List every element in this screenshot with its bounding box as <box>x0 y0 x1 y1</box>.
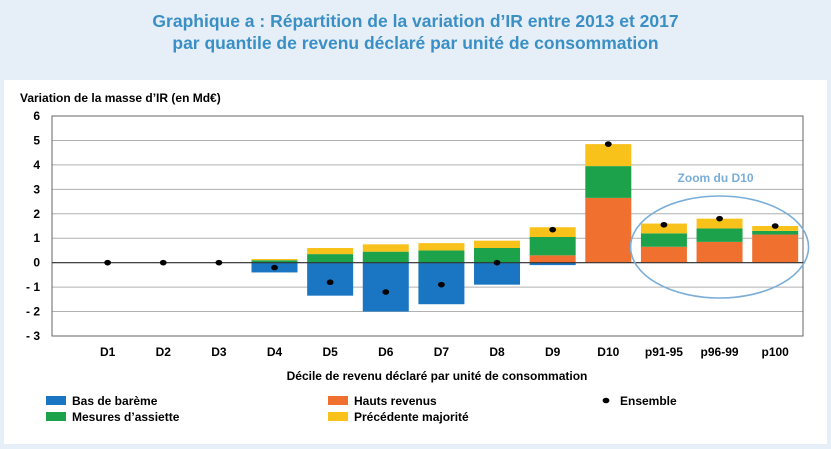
x-tick-label: D8 <box>489 345 505 359</box>
bar-bas_de_bareme-D5 <box>307 262 354 296</box>
legend-swatch-mesures_assiette <box>46 412 66 421</box>
x-tick-label: p91-95 <box>645 345 683 359</box>
bar-mesures_assiette-D10 <box>585 166 632 198</box>
ensemble-dot <box>438 281 445 288</box>
ensemble-dot <box>104 259 112 266</box>
ensemble-dot <box>549 226 557 233</box>
y-ticks: 6 5 4 3 2 1 0 - 1 - 2 - 3 <box>26 109 40 343</box>
grid-lines <box>51 115 804 337</box>
chart-svg: Variation de la masse d’IR (en Md€) 6 5 4 3… <box>20 91 810 424</box>
bar-hauts_revenus-p96-99 <box>696 241 743 263</box>
bar-hauts_revenus-D10 <box>585 197 632 263</box>
x-tick-label: D4 <box>267 345 283 359</box>
x-tick-label: D3 <box>211 345 227 359</box>
bar-hauts_revenus-p91-95 <box>640 246 687 263</box>
ensemble-dot <box>716 215 723 222</box>
x-tick-label: p100 <box>762 345 790 359</box>
y-tick-label: 2 <box>33 207 40 221</box>
x-tick-label: D6 <box>378 345 394 359</box>
y-axis-label: Variation de la masse d’IR (en Md€) <box>20 91 221 105</box>
bar-mesures_assiette-p91-95 <box>640 233 687 247</box>
x-tick-label: D5 <box>322 345 338 359</box>
x-tick-label: D7 <box>434 345 450 359</box>
x-tick-label: D1 <box>100 345 116 359</box>
bar-bas_de_bareme-D8 <box>474 262 521 285</box>
legend-swatch-hauts_revenus <box>328 396 348 405</box>
x-axis-label: Décile de revenu déclaré par unité de co… <box>287 369 588 383</box>
y-tick-label: - 1 <box>26 280 40 294</box>
legend-label-hauts_revenus: Hauts revenus <box>354 394 437 408</box>
bar-bas_de_bareme-D6 <box>362 262 409 312</box>
bars <box>251 144 799 312</box>
legend-swatch-bas_de_bareme <box>46 396 66 405</box>
legend-label-bas_de_bareme: Bas de barème <box>72 394 158 408</box>
bar-precedente_majorite-D8 <box>474 240 521 248</box>
y-tick-label: 6 <box>33 109 40 123</box>
y-tick-label: 5 <box>33 133 40 147</box>
x-tick-label: D9 <box>545 345 561 359</box>
y-tick-label: 4 <box>33 158 40 172</box>
bar-mesures_assiette-D9 <box>529 237 576 256</box>
x-tick-label: D10 <box>597 345 619 359</box>
legend-swatch-precedente_majorite <box>328 412 348 421</box>
ensemble-dot <box>271 264 278 271</box>
bar-mesures_assiette-D5 <box>307 254 354 263</box>
ensemble-dot <box>215 259 223 266</box>
y-tick-label: 0 <box>33 256 40 270</box>
chart-title-line1: Graphique a : Répartition de la variatio… <box>152 11 679 31</box>
legend-label-ensemble: Ensemble <box>620 394 677 408</box>
ensemble-dot <box>493 259 501 266</box>
ensemble-dot <box>382 289 390 295</box>
bar-hauts_revenus-p100 <box>752 234 799 263</box>
ensemble-dot <box>660 221 668 228</box>
legend-swatch-ensemble <box>602 397 610 404</box>
plot-border <box>51 115 804 337</box>
x-tick-label: D2 <box>156 345 172 359</box>
x-tick-label: p96-99 <box>701 345 739 359</box>
bar-precedente_majorite-D5 <box>307 248 354 255</box>
zoom-ellipse <box>629 195 810 299</box>
bar-precedente_majorite-D7 <box>418 243 465 251</box>
ensemble-dot <box>771 223 779 229</box>
zoom-annotation: Zoom du D10 <box>629 171 810 299</box>
bar-mesures_assiette-D6 <box>362 251 409 263</box>
legend-label-precedente_majorite: Précédente majorité <box>354 410 469 424</box>
bar-mesures_assiette-p100 <box>752 230 799 235</box>
bar-precedente_majorite-p91-95 <box>640 223 687 234</box>
ensemble-dot <box>159 259 167 266</box>
legend-label-mesures_assiette: Mesures d’assiette <box>72 410 180 424</box>
ensemble-markers <box>104 141 779 295</box>
bar-precedente_majorite-D4 <box>251 259 298 261</box>
bar-precedente_majorite-D6 <box>362 244 409 252</box>
y-tick-label: 1 <box>33 231 40 245</box>
bar-hauts_revenus-D9 <box>529 255 576 263</box>
x-ticks: D1 D2 D3 D4 D5 D6 D7 D8 D9 D10 p91-95 p96-99 p100 <box>100 345 789 359</box>
bar-mesures_assiette-p96-99 <box>696 228 743 242</box>
bar-bas_de_bareme-D9 <box>529 262 576 266</box>
y-tick-label: - 3 <box>26 329 40 343</box>
chart-title: Graphique a : Répartition de la variatio… <box>0 10 831 54</box>
bar-precedente_majorite-D10 <box>585 144 632 167</box>
bar-mesures_assiette-D4 <box>251 260 298 263</box>
bar-mesures_assiette-D8 <box>474 248 521 263</box>
zoom-label: Zoom du D10 <box>678 171 754 185</box>
chart-title-line2: par quantile de revenu déclaré par unité… <box>172 33 659 53</box>
ensemble-dot <box>326 279 334 286</box>
y-tick-label: 3 <box>33 182 40 196</box>
chart-panel: Variation de la masse d’IR (en Md€) 6 5 4 3… <box>4 80 827 444</box>
ensemble-dot <box>604 141 612 147</box>
legend: Bas de barème Mesures d’assiette Hauts rev… <box>46 394 677 424</box>
y-tick-label: - 2 <box>26 305 40 319</box>
bar-precedente_majorite-p96-99 <box>696 218 743 229</box>
bar-mesures_assiette-D7 <box>418 250 465 263</box>
